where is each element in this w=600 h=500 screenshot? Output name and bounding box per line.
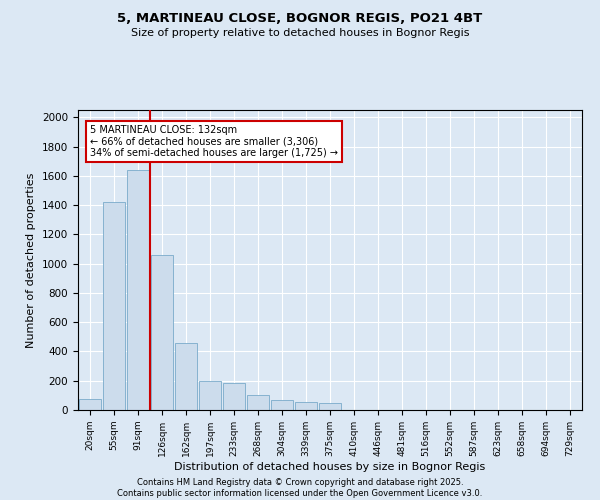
Bar [271,400,293,410]
Text: Contains HM Land Registry data © Crown copyright and database right 2025.
Contai: Contains HM Land Registry data © Crown c… [118,478,482,498]
Bar [295,402,317,410]
Text: 5, MARTINEAU CLOSE, BOGNOR REGIS, PO21 4BT: 5, MARTINEAU CLOSE, BOGNOR REGIS, PO21 4… [118,12,482,26]
Bar [103,202,125,410]
Text: Size of property relative to detached houses in Bognor Regis: Size of property relative to detached ho… [131,28,469,38]
Bar [127,170,149,410]
Y-axis label: Number of detached properties: Number of detached properties [26,172,37,348]
X-axis label: Distribution of detached houses by size in Bognor Regis: Distribution of detached houses by size … [175,462,485,471]
Bar [79,399,101,410]
Bar [199,380,221,410]
Bar [175,342,197,410]
Bar [319,402,341,410]
Bar [247,396,269,410]
Bar [223,383,245,410]
Text: 5 MARTINEAU CLOSE: 132sqm
← 66% of detached houses are smaller (3,306)
34% of se: 5 MARTINEAU CLOSE: 132sqm ← 66% of detac… [90,124,338,158]
Bar [151,255,173,410]
